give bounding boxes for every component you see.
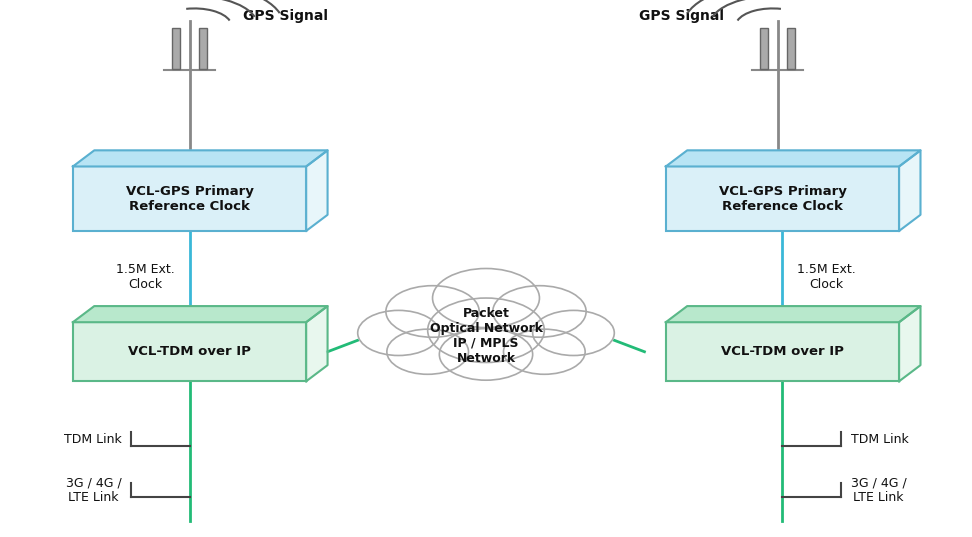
Text: Packet
Optical Network
IP / MPLS
Network: Packet Optical Network IP / MPLS Network — [430, 307, 542, 365]
FancyBboxPatch shape — [760, 28, 768, 69]
FancyBboxPatch shape — [172, 28, 180, 69]
Circle shape — [386, 286, 479, 337]
Text: VCL-GPS Primary
Reference Clock: VCL-GPS Primary Reference Clock — [125, 185, 254, 213]
Circle shape — [503, 329, 585, 374]
FancyBboxPatch shape — [199, 28, 207, 69]
Circle shape — [433, 268, 539, 328]
Polygon shape — [666, 150, 920, 166]
Text: TDM Link: TDM Link — [850, 433, 908, 446]
Polygon shape — [73, 150, 328, 166]
Circle shape — [358, 310, 439, 355]
Text: VCL-TDM over IP: VCL-TDM over IP — [128, 345, 251, 358]
Text: TDM Link: TDM Link — [64, 433, 122, 446]
FancyBboxPatch shape — [666, 322, 899, 381]
Text: VCL-GPS Primary
Reference Clock: VCL-GPS Primary Reference Clock — [718, 185, 847, 213]
Text: 3G / 4G /
LTE Link: 3G / 4G / LTE Link — [66, 476, 122, 504]
Text: GPS Signal: GPS Signal — [243, 9, 328, 23]
FancyBboxPatch shape — [73, 166, 306, 231]
Text: GPS Signal: GPS Signal — [640, 9, 724, 23]
FancyBboxPatch shape — [787, 28, 795, 69]
Circle shape — [533, 310, 614, 355]
Polygon shape — [306, 306, 328, 381]
Text: VCL-TDM over IP: VCL-TDM over IP — [721, 345, 844, 358]
Text: 3G / 4G /
LTE Link: 3G / 4G / LTE Link — [850, 476, 906, 504]
Text: 1.5M Ext.
Clock: 1.5M Ext. Clock — [117, 263, 175, 291]
Polygon shape — [666, 306, 920, 322]
Circle shape — [493, 286, 586, 337]
Polygon shape — [899, 150, 920, 231]
Polygon shape — [306, 150, 328, 231]
Polygon shape — [899, 306, 920, 381]
FancyBboxPatch shape — [73, 322, 306, 381]
Circle shape — [428, 298, 544, 362]
Circle shape — [439, 329, 533, 380]
Polygon shape — [73, 306, 328, 322]
FancyBboxPatch shape — [666, 166, 899, 231]
Circle shape — [387, 329, 469, 374]
Text: 1.5M Ext.
Clock: 1.5M Ext. Clock — [797, 263, 855, 291]
